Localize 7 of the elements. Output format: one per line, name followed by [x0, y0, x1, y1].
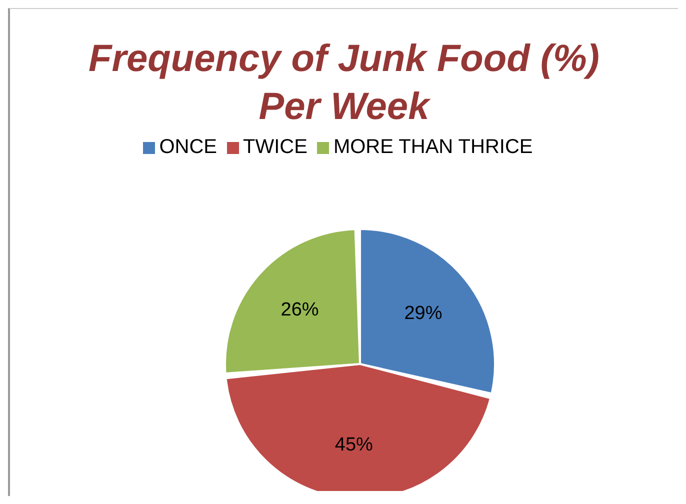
- data-label: 29%: [404, 302, 442, 324]
- chart-title: Frequency of Junk Food (%) Per Week: [88, 37, 600, 130]
- legend-label: TWICE: [243, 136, 308, 158]
- data-label: 45%: [334, 434, 374, 456]
- legend-label: ONCE: [159, 136, 218, 158]
- legend-label: MORE THAN THRICE: [333, 136, 533, 158]
- data-label: 26%: [280, 299, 319, 320]
